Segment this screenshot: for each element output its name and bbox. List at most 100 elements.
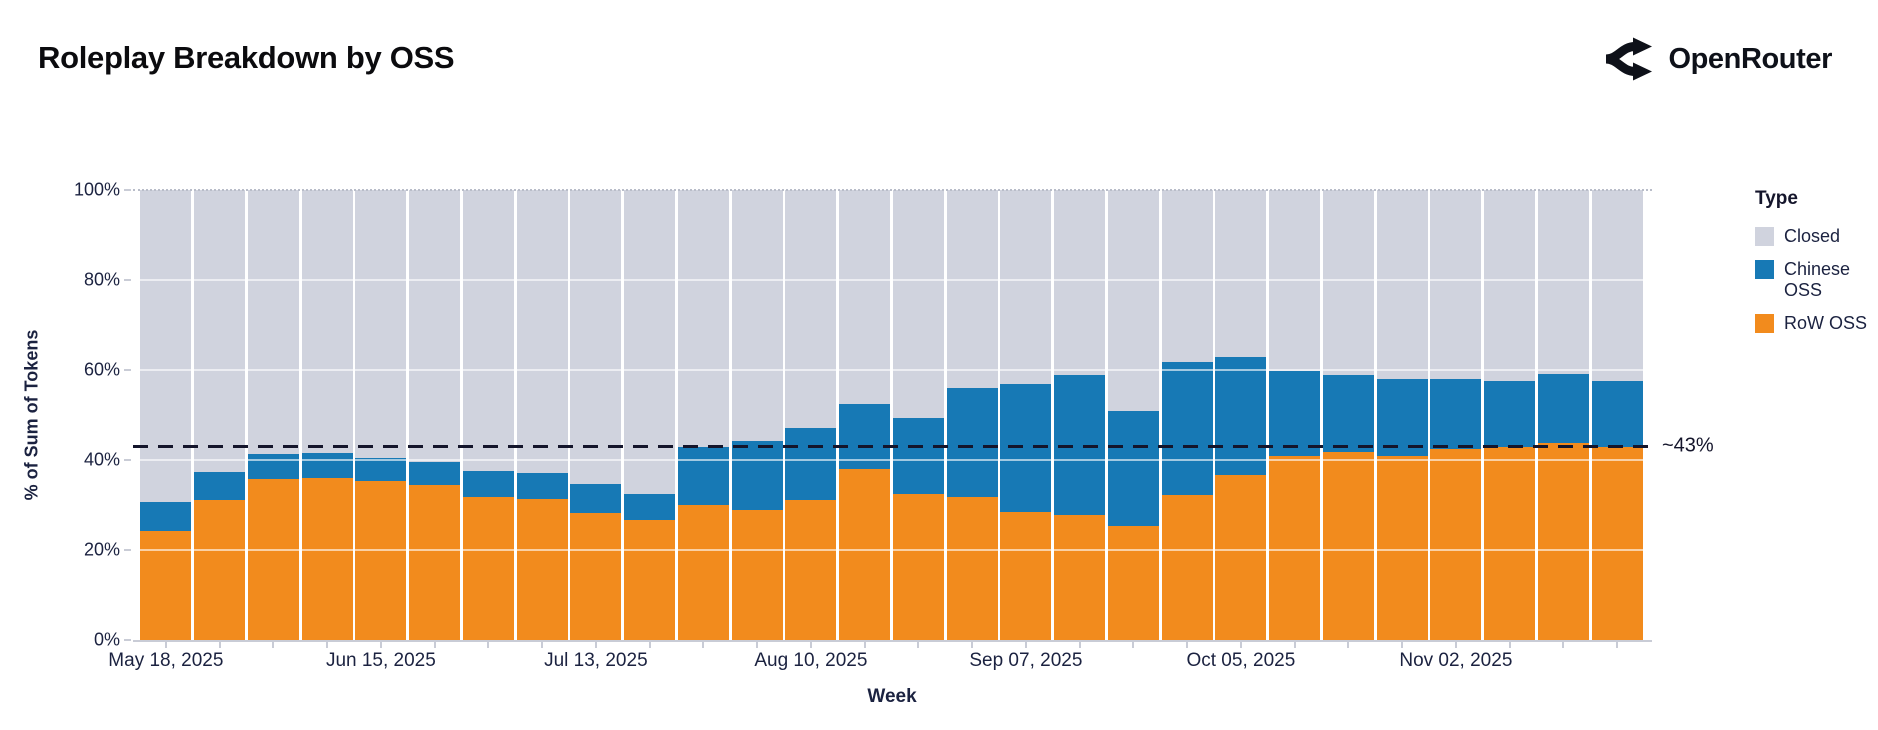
- x-tick-mark: [433, 642, 436, 648]
- bar-segment-row-oss[interactable]: [1215, 475, 1267, 640]
- x-tick-mark: [917, 642, 920, 648]
- bar-segment-closed[interactable]: [1376, 190, 1428, 379]
- bar-segment-row-oss[interactable]: [247, 478, 299, 640]
- bar-segment-row-oss[interactable]: [1161, 494, 1213, 640]
- bar-segment-chinese-oss[interactable]: [1591, 381, 1643, 447]
- bar-segment-row-oss[interactable]: [1537, 442, 1589, 640]
- bar-segment-closed[interactable]: [301, 190, 353, 453]
- y-tick-mark: [124, 459, 131, 461]
- bar-segment-chinese-oss[interactable]: [516, 472, 568, 499]
- bar-segment-closed[interactable]: [462, 190, 514, 471]
- bar-segment-row-oss[interactable]: [624, 519, 676, 640]
- bar-segment-closed[interactable]: [677, 190, 729, 447]
- bar-segment-row-oss[interactable]: [409, 485, 461, 640]
- bar-segment-closed[interactable]: [1537, 190, 1589, 374]
- bar-segment-closed[interactable]: [892, 190, 944, 419]
- x-tick-mark: [272, 642, 275, 648]
- bar-segment-row-oss[interactable]: [785, 499, 837, 640]
- y-tick-mark: [124, 639, 131, 641]
- x-tick-label: Oct 05, 2025: [1186, 650, 1296, 671]
- bar-segment-chinese-oss[interactable]: [247, 454, 299, 479]
- bar-segment-chinese-oss[interactable]: [677, 446, 729, 505]
- bar-segment-chinese-oss[interactable]: [1215, 356, 1267, 476]
- bar-segment-row-oss[interactable]: [516, 498, 568, 640]
- bar-segment-closed[interactable]: [1161, 190, 1213, 363]
- bar-segment-closed[interactable]: [1054, 190, 1106, 375]
- bar-segment-row-oss[interactable]: [839, 469, 891, 640]
- bar-segment-row-oss[interactable]: [1269, 456, 1321, 640]
- bar-segment-closed[interactable]: [731, 190, 783, 441]
- bar-segment-row-oss[interactable]: [1000, 511, 1052, 640]
- x-axis-line: [133, 640, 1652, 642]
- legend-title: Type: [1755, 188, 1798, 209]
- bar-segment-chinese-oss[interactable]: [1376, 379, 1428, 456]
- bar-segment-row-oss[interactable]: [355, 481, 407, 640]
- bar-segment-chinese-oss[interactable]: [624, 494, 676, 520]
- bar-segment-chinese-oss[interactable]: [1484, 380, 1536, 447]
- bar-segment-chinese-oss[interactable]: [409, 461, 461, 486]
- bar-segment-row-oss[interactable]: [946, 496, 998, 640]
- bar-segment-closed[interactable]: [624, 190, 676, 495]
- bar-segment-closed[interactable]: [839, 190, 891, 404]
- bar-segment-closed[interactable]: [1322, 190, 1374, 375]
- bar-segment-closed[interactable]: [570, 190, 622, 485]
- bar-segment-chinese-oss[interactable]: [355, 458, 407, 482]
- bar-segment-chinese-oss[interactable]: [462, 470, 514, 497]
- bar-segment-chinese-oss[interactable]: [194, 471, 246, 501]
- bar-segment-closed[interactable]: [194, 190, 246, 472]
- bar-segment-closed[interactable]: [355, 190, 407, 459]
- bar-segment-row-oss[interactable]: [892, 493, 944, 640]
- bar-segment-chinese-oss[interactable]: [1322, 374, 1374, 453]
- bar-segment-row-oss[interactable]: [1107, 525, 1159, 640]
- bar-segment-row-oss[interactable]: [1376, 455, 1428, 640]
- bar-segment-chinese-oss[interactable]: [839, 403, 891, 470]
- x-tick-mark: [1347, 642, 1350, 648]
- bar-segment-row-oss[interactable]: [194, 500, 246, 640]
- bar-segment-closed[interactable]: [247, 190, 299, 455]
- x-tick-mark: [1616, 642, 1619, 648]
- bar-segment-row-oss[interactable]: [1591, 446, 1643, 640]
- bar-segment-closed[interactable]: [1269, 190, 1321, 372]
- bar-segment-chinese-oss[interactable]: [570, 484, 622, 513]
- y-tick-label: 20%: [83, 539, 120, 560]
- bar-segment-row-oss[interactable]: [1054, 515, 1106, 640]
- bar-segment-chinese-oss[interactable]: [785, 427, 837, 500]
- bar-segment-row-oss[interactable]: [570, 512, 622, 640]
- bar-segment-row-oss[interactable]: [677, 505, 729, 640]
- legend-item-chinese-oss[interactable]: Chinese OSS: [1755, 259, 1870, 302]
- bar-segment-row-oss[interactable]: [140, 531, 192, 640]
- bar-segment-closed[interactable]: [140, 190, 192, 502]
- bar-segment-chinese-oss[interactable]: [301, 452, 353, 478]
- bar-segment-closed[interactable]: [1484, 190, 1536, 381]
- bar-segment-closed[interactable]: [1107, 190, 1159, 411]
- bar-segment-closed[interactable]: [1591, 190, 1643, 382]
- bar-segment-chinese-oss[interactable]: [1107, 410, 1159, 526]
- page-title: Roleplay Breakdown by OSS: [38, 40, 455, 75]
- bar-segment-chinese-oss[interactable]: [1430, 378, 1482, 450]
- x-tick-mark: [326, 642, 329, 648]
- bar-segment-row-oss[interactable]: [301, 478, 353, 640]
- bar-segment-closed[interactable]: [1000, 190, 1052, 384]
- y-tick-label: 0%: [93, 629, 120, 650]
- legend-item-closed[interactable]: Closed: [1755, 226, 1870, 248]
- bar-segment-row-oss[interactable]: [1430, 449, 1482, 640]
- bar-segment-chinese-oss[interactable]: [1537, 373, 1589, 443]
- bar-segment-closed[interactable]: [785, 190, 837, 428]
- bar-segment-row-oss[interactable]: [731, 510, 783, 640]
- bar-segment-row-oss[interactable]: [462, 496, 514, 640]
- bar-segment-closed[interactable]: [946, 190, 998, 388]
- bar-segment-chinese-oss[interactable]: [140, 501, 192, 532]
- bar-segment-closed[interactable]: [1215, 190, 1267, 357]
- bar-segment-row-oss[interactable]: [1322, 452, 1374, 640]
- bar-segment-chinese-oss[interactable]: [892, 418, 944, 494]
- x-tick-mark: [594, 642, 597, 648]
- bar-segment-chinese-oss[interactable]: [731, 440, 783, 511]
- bar-segment-closed[interactable]: [409, 190, 461, 462]
- bar-segment-chinese-oss[interactable]: [946, 387, 998, 497]
- bar-segment-closed[interactable]: [516, 190, 568, 473]
- bar-segment-chinese-oss[interactable]: [1269, 371, 1321, 457]
- bar-segment-closed[interactable]: [1430, 190, 1482, 379]
- legend-item-row-oss[interactable]: RoW OSS: [1755, 313, 1870, 335]
- bar-segment-chinese-oss[interactable]: [1161, 362, 1213, 495]
- bar-segment-row-oss[interactable]: [1484, 446, 1536, 640]
